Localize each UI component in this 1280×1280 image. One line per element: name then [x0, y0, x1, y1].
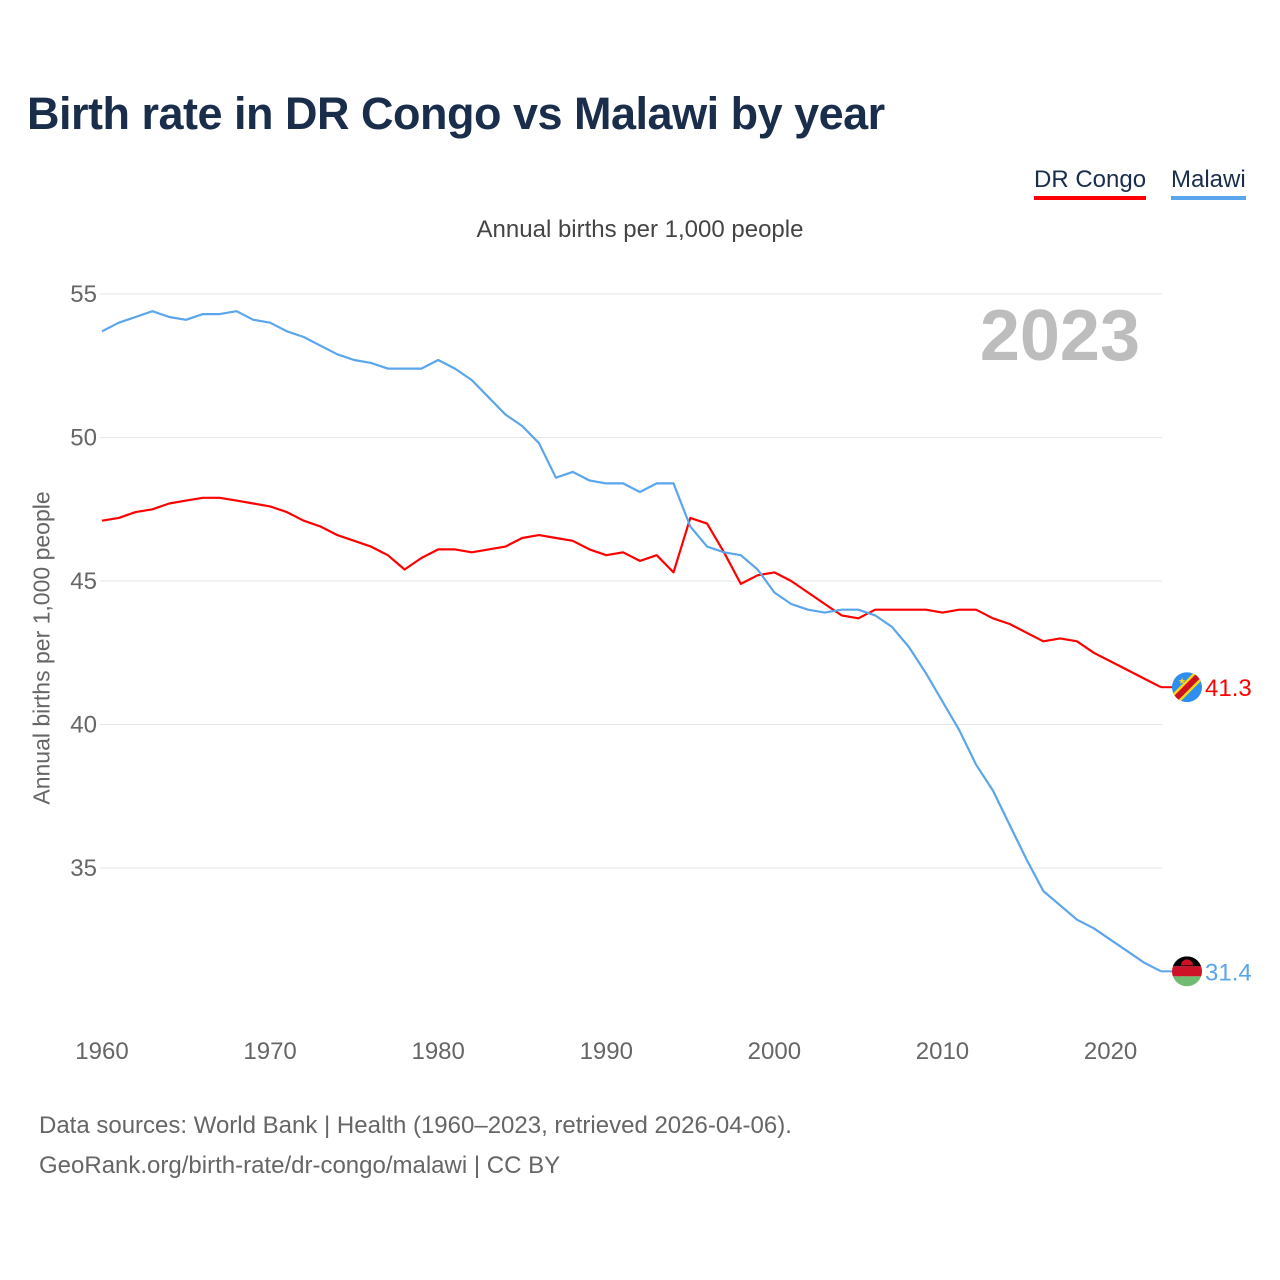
x-tick-label: 1980 — [411, 1038, 464, 1065]
source-line-2[interactable]: GeoRank.org/birth-rate/dr-congo/malawi |… — [39, 1152, 561, 1179]
y-tick-label: 40 — [70, 712, 97, 739]
x-tick-label: 2020 — [1084, 1038, 1137, 1065]
x-tick-label: 1960 — [75, 1038, 128, 1065]
chart-subtitle: Annual births per 1,000 people — [476, 216, 804, 243]
y-tick-label: 55 — [70, 281, 97, 308]
y-tick-label: 50 — [70, 425, 97, 452]
series-line-dr-congo — [101, 496, 1162, 689]
legend-dr-congo[interactable]: DR Congo — [1034, 166, 1147, 200]
x-tick-label: 2000 — [748, 1038, 801, 1065]
legend-malawi[interactable]: Malawi — [1171, 166, 1246, 200]
malawi-flag-icon — [1172, 956, 1202, 987]
x-tick-label: 1990 — [580, 1038, 633, 1065]
y-tick-label: 35 — [70, 855, 97, 882]
source-line-1: Data sources: World Bank | Health (1960–… — [39, 1112, 792, 1139]
svg-text:★: ★ — [1178, 676, 1186, 686]
source-note: Data sources: World Bank | Health (1960–… — [39, 1106, 792, 1186]
chart-title: Birth rate in DR Congo vs Malawi by year — [27, 88, 885, 139]
series-line-malawi — [101, 310, 1162, 973]
dr-congo-flag-icon: ★ — [1172, 672, 1202, 703]
y-tick-label: 45 — [70, 568, 97, 595]
end-value-label: 41.3 — [1205, 675, 1252, 702]
year-watermark: 2023 — [980, 296, 1140, 376]
x-tick-label: 1970 — [243, 1038, 296, 1065]
x-tick-label: 2010 — [916, 1038, 969, 1065]
end-value-label: 31.4 — [1205, 959, 1252, 986]
